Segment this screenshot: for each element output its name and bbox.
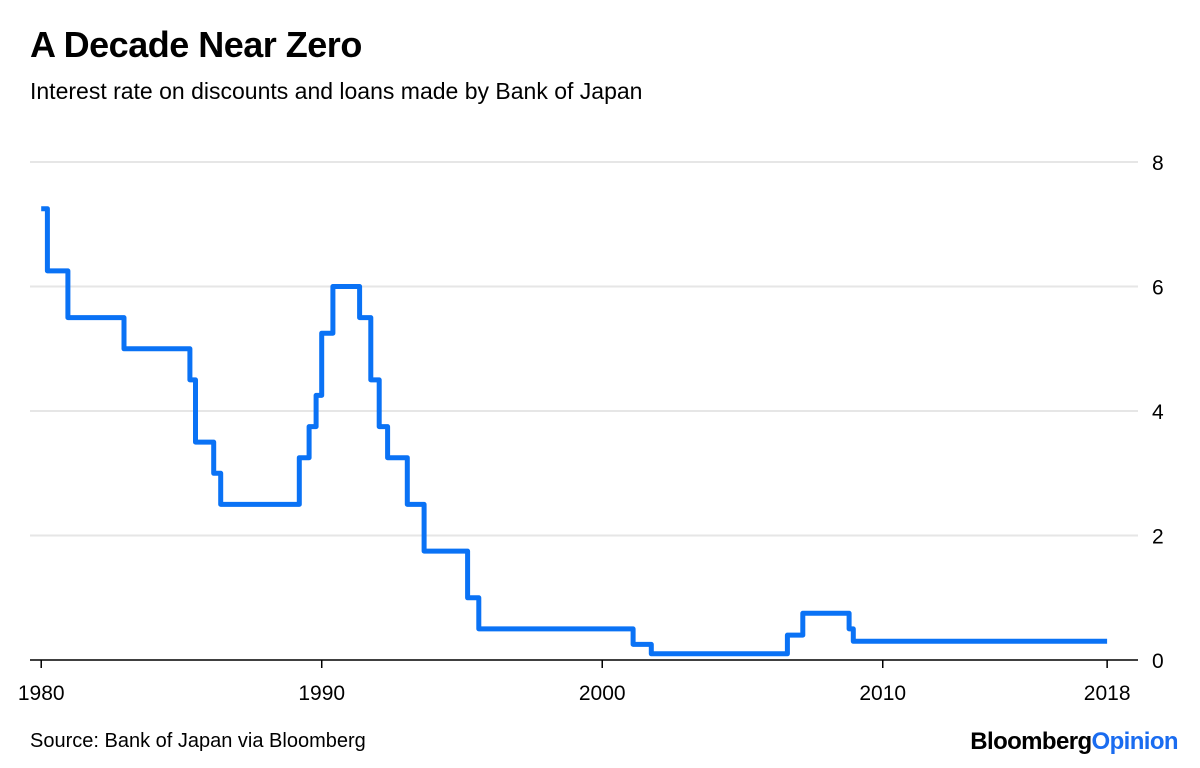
y-tick-label-0: 0: [1152, 650, 1164, 673]
y-tick-label-6: 6: [1152, 277, 1164, 300]
y-tick-label-2: 2: [1152, 526, 1164, 549]
brand-bloomberg: Bloomberg: [970, 728, 1092, 755]
x-tick-label-2000: 2000: [579, 682, 626, 705]
x-tick-label-1980: 1980: [18, 682, 65, 705]
bloomberg-opinion-logo: BloombergOpinion: [970, 728, 1178, 756]
chart-subtitle: Interest rate on discounts and loans mad…: [30, 78, 643, 104]
x-tick-label-1990: 1990: [298, 682, 345, 705]
source-note: Source: Bank of Japan via Bloomberg: [30, 730, 366, 752]
x-tick-label-2018: 2018: [1084, 682, 1131, 705]
x-tick-label-2010: 2010: [859, 682, 906, 705]
chart-title: A Decade Near Zero: [30, 24, 362, 65]
y-tick-label-4: 4: [1152, 401, 1164, 424]
brand-opinion: Opinion: [1091, 728, 1179, 755]
y-tick-label-8: 8: [1152, 152, 1164, 175]
series-line-0: [41, 206, 1108, 657]
